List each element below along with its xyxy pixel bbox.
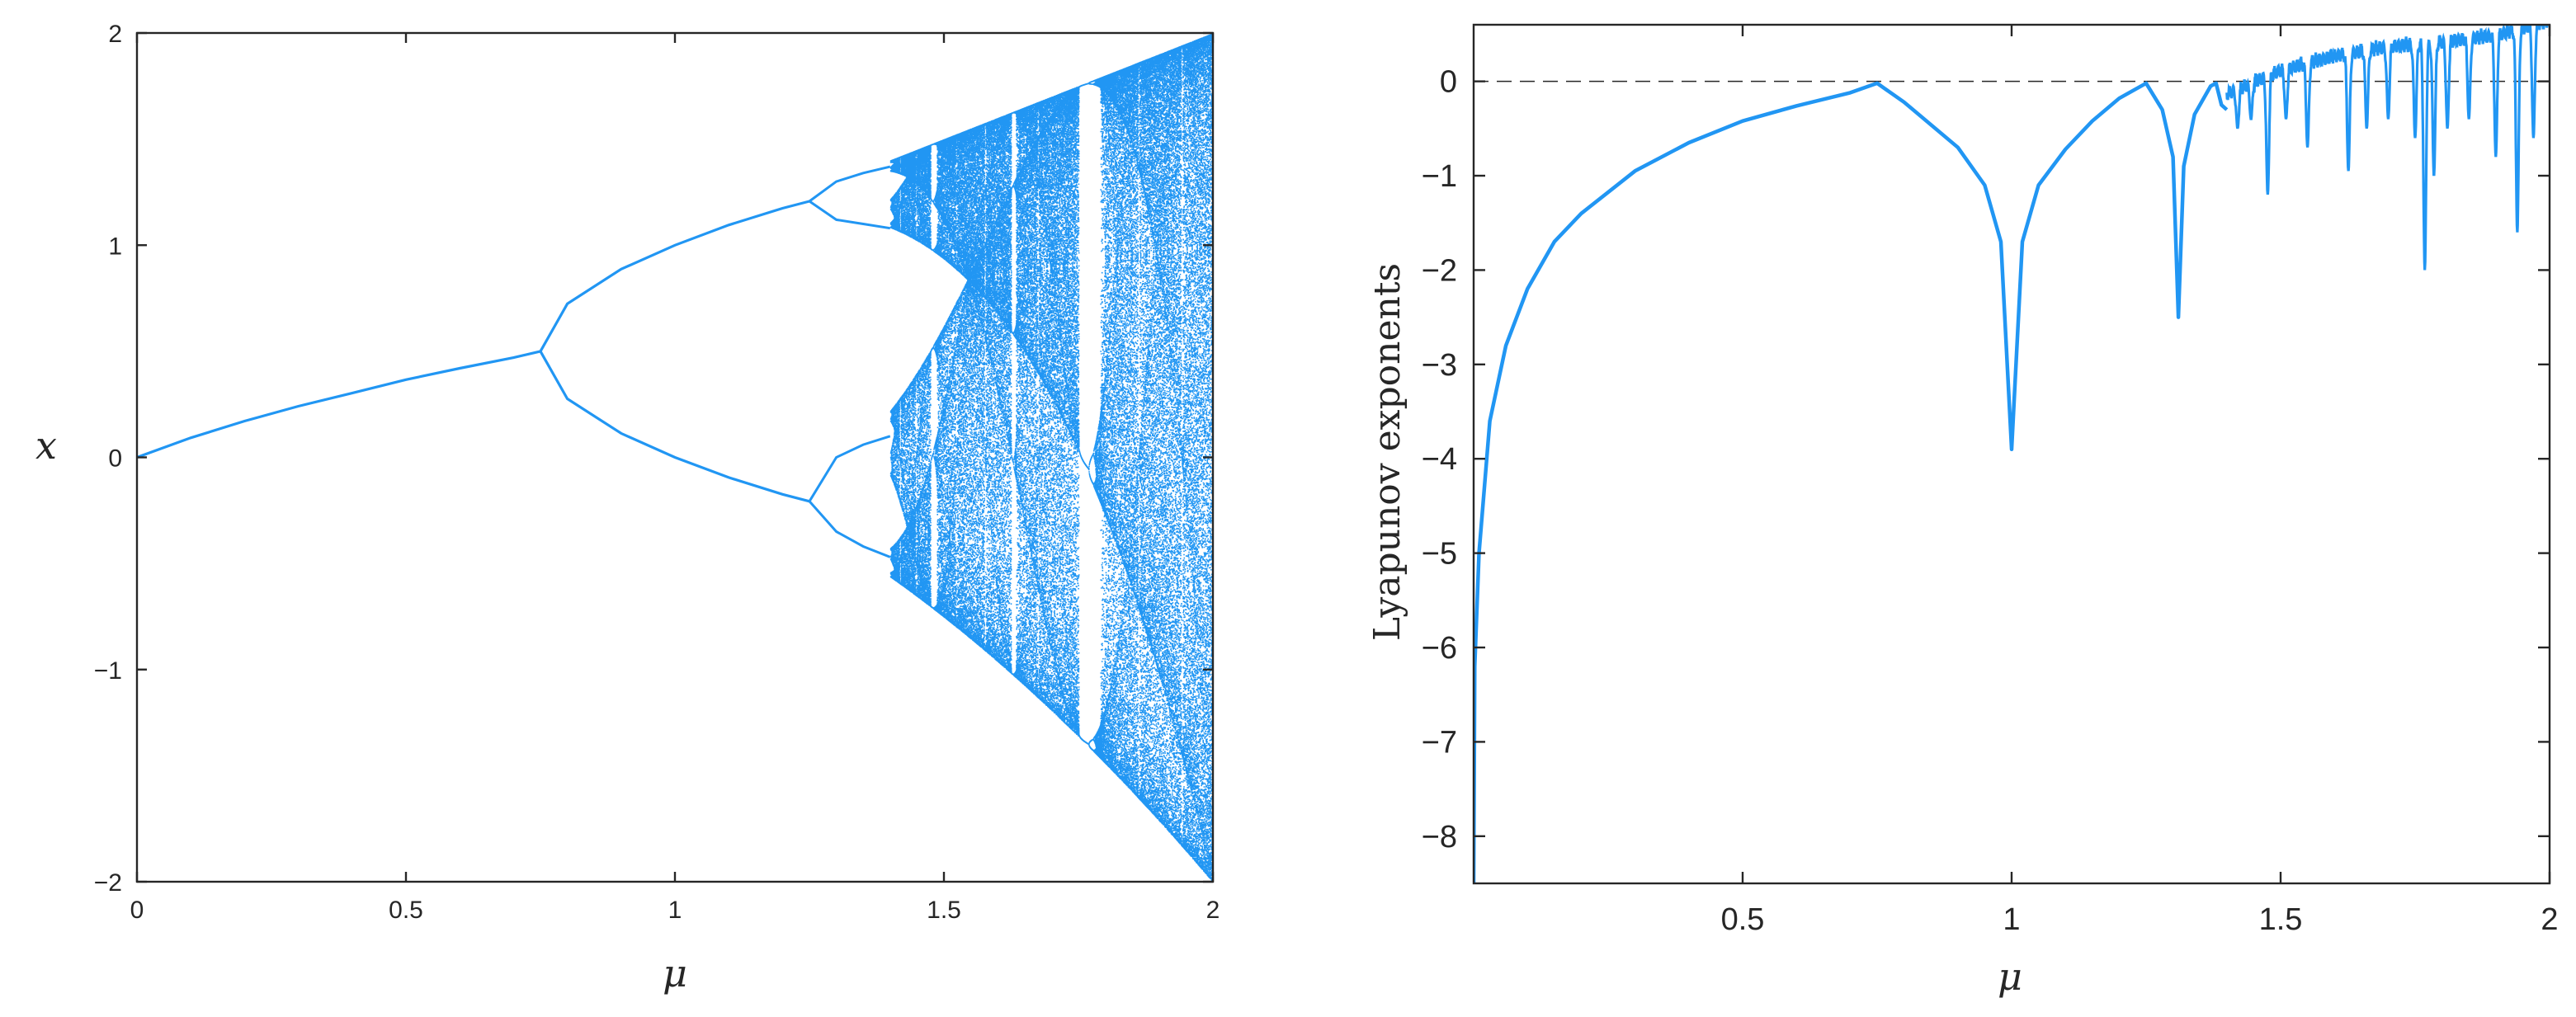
lyapunov-y-tick-label: −4 [1422,442,1457,477]
bifurcation-period4-branch [809,436,890,501]
lyapunov-y-tick-label: −3 [1422,348,1457,383]
bifurcation-x-tick-label: 1.5 [927,897,961,924]
lyapunov-axes-frame [1474,25,2550,883]
bifurcation-x-tick-label: 2 [1206,897,1220,924]
bifurcation-chart: 0 0.5 1 1.5 2 −2 −1 0 1 2 μ x [35,21,1220,996]
lyapunov-x-tick-label: 0.5 [1721,902,1765,937]
lyapunov-x-tick-label: 2 [2541,902,2558,937]
bifurcation-y-tick-label: −1 [94,657,122,685]
lyapunov-y-tick-label: −5 [1422,537,1457,572]
bifurcation-y-tick-label: 2 [108,21,122,48]
bifurcation-y-tick-label: −2 [94,869,122,897]
bifurcation-x-axis-label: μ [663,951,687,996]
bifurcation-branch-1 [137,351,540,458]
bifurcation-x-tick-label: 0 [130,897,144,924]
lyapunov-y-tick-label: −2 [1422,253,1457,288]
lyapunov-x-tick-label: 1 [2003,902,2020,937]
bifurcation-x-tick-label: 0.5 [389,897,423,924]
lyapunov-y-axis-label: Lyapunov exponents [1366,263,1408,641]
bifurcation-branch-2 [540,201,809,351]
bifurcation-period4-branch [809,167,890,201]
bifurcation-period4-branch [809,501,890,558]
lyapunov-y-tick-label: −1 [1422,159,1457,194]
lyapunov-y-tick-label: −6 [1422,631,1457,666]
lyapunov-x-tick-label: 1.5 [2259,902,2303,937]
lyapunov-plot-area [1474,14,2550,883]
bifurcation-branch-3 [540,351,809,501]
bifurcation-period4-branch [809,201,890,228]
bifurcation-y-tick-label: 1 [108,233,122,260]
lyapunov-curve [1474,83,2227,883]
bifurcation-y-tick-label: 0 [108,445,122,473]
lyapunov-y-tick-label: −8 [1422,820,1457,855]
lyapunov-y-tick-label: −7 [1422,725,1457,760]
bifurcation-y-axis-label: x [35,423,57,468]
bifurcation-chaotic-points [890,33,1215,883]
lyapunov-chart: 0.5 1 1.5 2 −8 −7 −6 −5 −4 −3 −2 −1 0 μ Lyapunov ex… [1366,14,2559,999]
lyapunov-x-axis-label: μ [1998,954,2022,999]
bifurcation-plot-area [137,33,1215,883]
bifurcation-x-tick-label: 1 [668,897,682,924]
lyapunov-chaotic-curve [2227,14,2550,271]
lyapunov-y-tick-label: 0 [1440,65,1457,100]
